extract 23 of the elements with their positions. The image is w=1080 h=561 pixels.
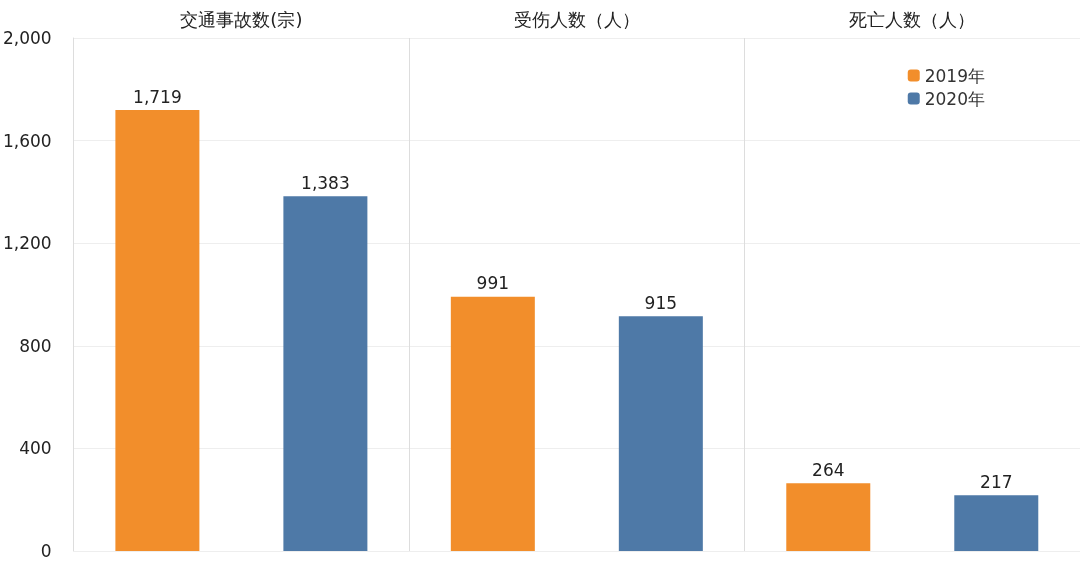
- y-tick-label: 2,000: [3, 28, 52, 48]
- bar: [283, 196, 368, 551]
- bar: [786, 483, 871, 551]
- data-label: 915: [644, 292, 678, 313]
- y-tick-label: 0: [40, 541, 52, 561]
- y-tick-label: 1,200: [3, 233, 52, 254]
- bar: [954, 495, 1039, 551]
- x-tick-label: 死亡人数（人）: [849, 8, 976, 30]
- y-tick-label: 1,600: [3, 130, 52, 151]
- y-tick-label: 400: [19, 438, 52, 459]
- legend-label: 2019年: [924, 65, 985, 86]
- x-tick-label: 受伤人数（人）: [513, 8, 640, 30]
- bar: [618, 316, 703, 551]
- bar: [115, 110, 200, 551]
- data-label: 217: [980, 471, 1013, 492]
- x-tick-label: 交通事故数(宗): [180, 8, 303, 30]
- legend-label: 2020年: [924, 88, 985, 109]
- bar: [450, 296, 535, 551]
- data-label: 1,383: [301, 172, 350, 193]
- data-label: 1,719: [133, 86, 182, 107]
- y-tick-label: 800: [19, 335, 52, 356]
- data-label: 991: [476, 273, 510, 294]
- data-label: 264: [812, 459, 845, 480]
